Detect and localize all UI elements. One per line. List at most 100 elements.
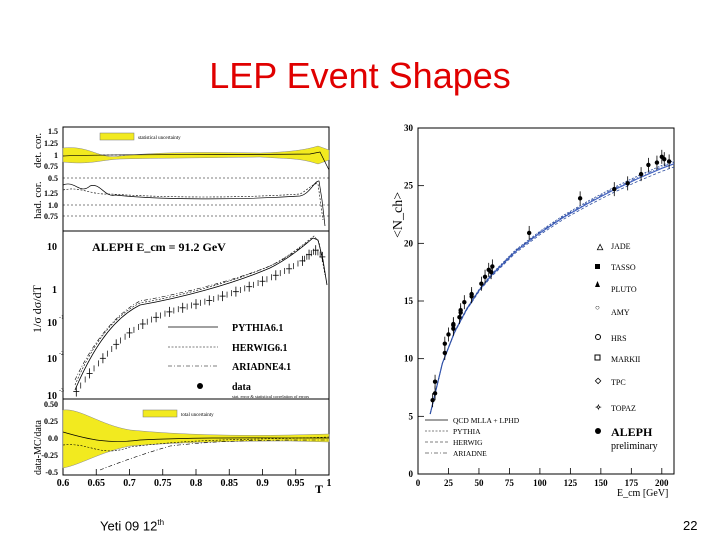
right-model-curve [429, 160, 675, 415]
right-y-tick-label: 25 [404, 181, 414, 191]
right-data-point [612, 186, 617, 192]
had-cor-tick-label: 1.25 [44, 189, 58, 198]
left-x-tick-label: 1 [327, 478, 332, 489]
left-main-y-tick-label: 10 [47, 242, 57, 253]
legend-ariadne: ARIADNE4.1 [232, 362, 291, 373]
right-data-point [442, 350, 448, 356]
legend-jade: JADE [611, 242, 631, 251]
det-cor-label: det. cor. [32, 133, 44, 168]
left-x-tick-label: 0.6 [57, 478, 70, 489]
right-x-tick-label: 25 [444, 478, 454, 488]
right-model-curve [429, 161, 675, 415]
left-x-tick-label: 0.65 [88, 478, 106, 489]
right-data-point [625, 181, 630, 186]
legend-tasso: TASSO [611, 263, 636, 272]
legend-hrs: HRS [611, 334, 627, 343]
right-data-point [638, 171, 644, 177]
det-cor-tick-label: 1 [54, 151, 58, 160]
svg-text:○: ○ [595, 303, 600, 312]
ratio-tick-label: 0.50 [44, 400, 58, 409]
ratio-tick-label: -0.5 [45, 468, 58, 477]
right-data-point [482, 274, 488, 279]
right-data-point [646, 162, 651, 168]
left-x-axis-label: T [315, 482, 323, 496]
left-x-tick-label: 0.85 [221, 478, 239, 489]
left-main-y-tick-label: 10 [47, 354, 57, 365]
left-x-tick-label: 0.8 [190, 478, 203, 489]
svg-text:△: △ [596, 242, 604, 251]
left-main-y-tick-label: 1 [52, 285, 57, 296]
right-x-tick-label: 75 [505, 478, 515, 488]
right-x-axis-label: E_cm [GeV] [617, 488, 668, 499]
right-y-tick-label: 15 [404, 296, 414, 306]
right-y-axis-label: <N_ch> [391, 192, 406, 238]
right-data-point [458, 308, 463, 313]
right-x-tick-label: 200 [655, 478, 669, 488]
curve-legend-ariadne: ARIADNE [453, 449, 487, 458]
right-x-tick-label: 150 [594, 478, 608, 488]
left-y-axis-label: 1/σ dσ/dT [30, 284, 44, 333]
right-data-point [526, 230, 532, 236]
right-data-point [666, 159, 672, 164]
legend-note: stat. error & statistical correlation of… [232, 394, 309, 399]
slide-title: LEP Event Shapes [209, 55, 511, 96]
right-data-point [462, 299, 467, 305]
left-main-y-tick-label: 10 [47, 391, 57, 402]
legend-tpc: TPC [611, 378, 626, 387]
legend-preliminary: preliminary [611, 441, 658, 452]
right-data-point [662, 156, 667, 162]
right-x-tick-label: 125 [564, 478, 578, 488]
det-cor-tick-label: 1.5 [48, 127, 58, 136]
legend-pythia: PYTHIA6.1 [232, 323, 283, 334]
det-cor-tick-label: 0.5 [48, 174, 58, 183]
left-main-y-tick-exp: -2 [59, 351, 64, 357]
right-x-tick-label: 0 [416, 478, 421, 488]
right-data-point [446, 332, 451, 337]
right-y-tick-label: 20 [404, 238, 414, 248]
footer-left: Yeti 09 12th [100, 518, 164, 533]
right-x-tick-label: 100 [533, 478, 547, 488]
right-x-tick-label: 175 [625, 478, 639, 488]
right-x-tick-label: 50 [474, 478, 484, 488]
left-x-tick-label: 0.75 [154, 478, 172, 489]
legend-aleph: ALEPH [611, 425, 653, 439]
right-data-point [469, 291, 474, 297]
right-data-point [490, 264, 495, 269]
right-model-curve [429, 163, 675, 415]
right-y-tick-label: 10 [404, 354, 414, 364]
right-data-point [432, 391, 438, 396]
curve-legend-herwig: HERWIG [453, 438, 483, 447]
had-cor-label: had. cor. [32, 181, 44, 219]
ratio-label: data-MC/data [33, 419, 44, 475]
left-main-y-tick-exp: -3 [59, 388, 64, 394]
left-x-tick-label: 0.7 [123, 478, 136, 489]
had-cor-tick-label: 1.0 [48, 201, 58, 210]
left-chart-title: ALEPH E_cm = 91.2 GeV [92, 240, 226, 254]
left-main-y-tick-exp: -1 [59, 315, 64, 321]
curve-legend-qcd: QCD MLLA + LPHD [453, 416, 520, 425]
curve-legend-pythia: PYTHIA [453, 427, 481, 436]
legend-topaz: TOPAZ [611, 404, 636, 413]
legend-amy: AMY [611, 308, 630, 317]
left-x-tick-label: 0.95 [287, 478, 305, 489]
right-y-tick-label: 0 [409, 469, 414, 479]
det-cor-tick-label: 1.25 [44, 139, 58, 148]
right-data-point [451, 326, 456, 331]
right-data-point [430, 397, 435, 403]
ratio-tick-label: 0.0 [48, 434, 58, 443]
had-cor-tick-label: 0.75 [44, 212, 58, 221]
right-model-curve [429, 166, 675, 415]
right-data-point [577, 196, 583, 201]
right-y-tick-label: 5 [409, 411, 414, 421]
legend-markii: MARKII [611, 355, 641, 364]
ratio-tick-label: 0.25 [44, 417, 58, 426]
footer-text: Yeti 09 12 [100, 518, 158, 534]
legend-herwig: HERWIG6.1 [232, 343, 288, 354]
total-uncertainty-label: total uncertainty [181, 413, 214, 418]
stat-uncertainty-label: statistical uncertainty [138, 136, 181, 141]
svg-text:◇: ◇ [594, 376, 602, 385]
svg-text:✧: ✧ [595, 403, 602, 412]
page-number: 22 [683, 518, 698, 533]
left-x-tick-label: 0.9 [256, 478, 269, 489]
